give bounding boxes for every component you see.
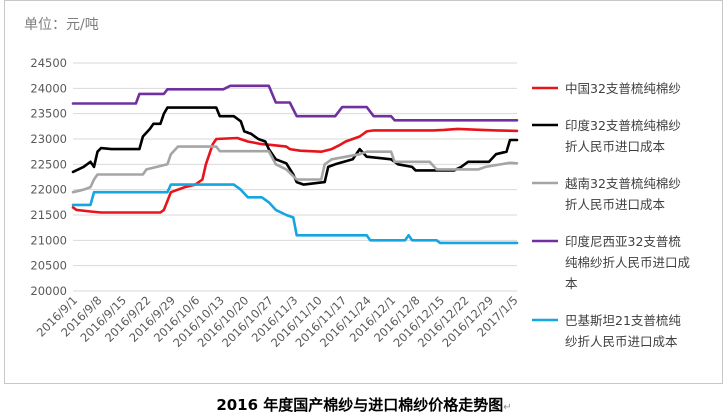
series-line: [71, 145, 519, 194]
y-tick-label: 20000: [30, 284, 67, 298]
series-line: [71, 84, 519, 122]
series-line: [71, 127, 519, 214]
y-tick-label: 21000: [30, 233, 67, 247]
legend-label: 越南32支普梳纯棉纱: [565, 176, 681, 191]
y-tick-label: 23500: [30, 107, 67, 121]
y-tick-label: 20500: [30, 259, 67, 273]
y-tick-label: 22000: [30, 183, 67, 197]
legend-label: 折人民币进口成本: [565, 139, 666, 154]
chart-frame: [4, 0, 723, 384]
legend-label: 纱折人民币进口成本: [565, 334, 678, 349]
line-chart: 20000 20500 21000 21500 22000 22500 23000 23500…: [30, 56, 690, 350]
y-tick-label: 24500: [30, 56, 67, 70]
paragraph-mark: ↵: [503, 402, 512, 413]
figure-caption: 2016 年度国产棉纱与进口棉纱价格走势图↵: [0, 394, 728, 415]
unit-label: 单位：元/吨: [24, 17, 99, 33]
legend-label: 折人民币进口成本: [565, 197, 666, 212]
series-line: [71, 106, 519, 186]
y-tick-label: 23000: [30, 132, 67, 146]
caption-text: 2016 年度国产棉纱与进口棉纱价格走势图: [216, 396, 504, 414]
legend-label: 中国32支普梳纯棉纱: [565, 81, 681, 96]
series-line: [71, 183, 519, 245]
legend-label: 印度32支普梳纯棉纱: [565, 118, 681, 133]
legend-label: 本: [565, 276, 578, 291]
legend-label: 巴基斯坦21支普梳纯: [565, 313, 681, 328]
y-tick-label: 22500: [30, 157, 67, 171]
y-tick-label: 24000: [30, 81, 67, 95]
y-tick-label: 21500: [30, 208, 67, 222]
legend-label: 纯棉纱折人民币进口成: [565, 255, 690, 270]
legend-label: 印度尼西亚32支普梳: [565, 234, 681, 249]
